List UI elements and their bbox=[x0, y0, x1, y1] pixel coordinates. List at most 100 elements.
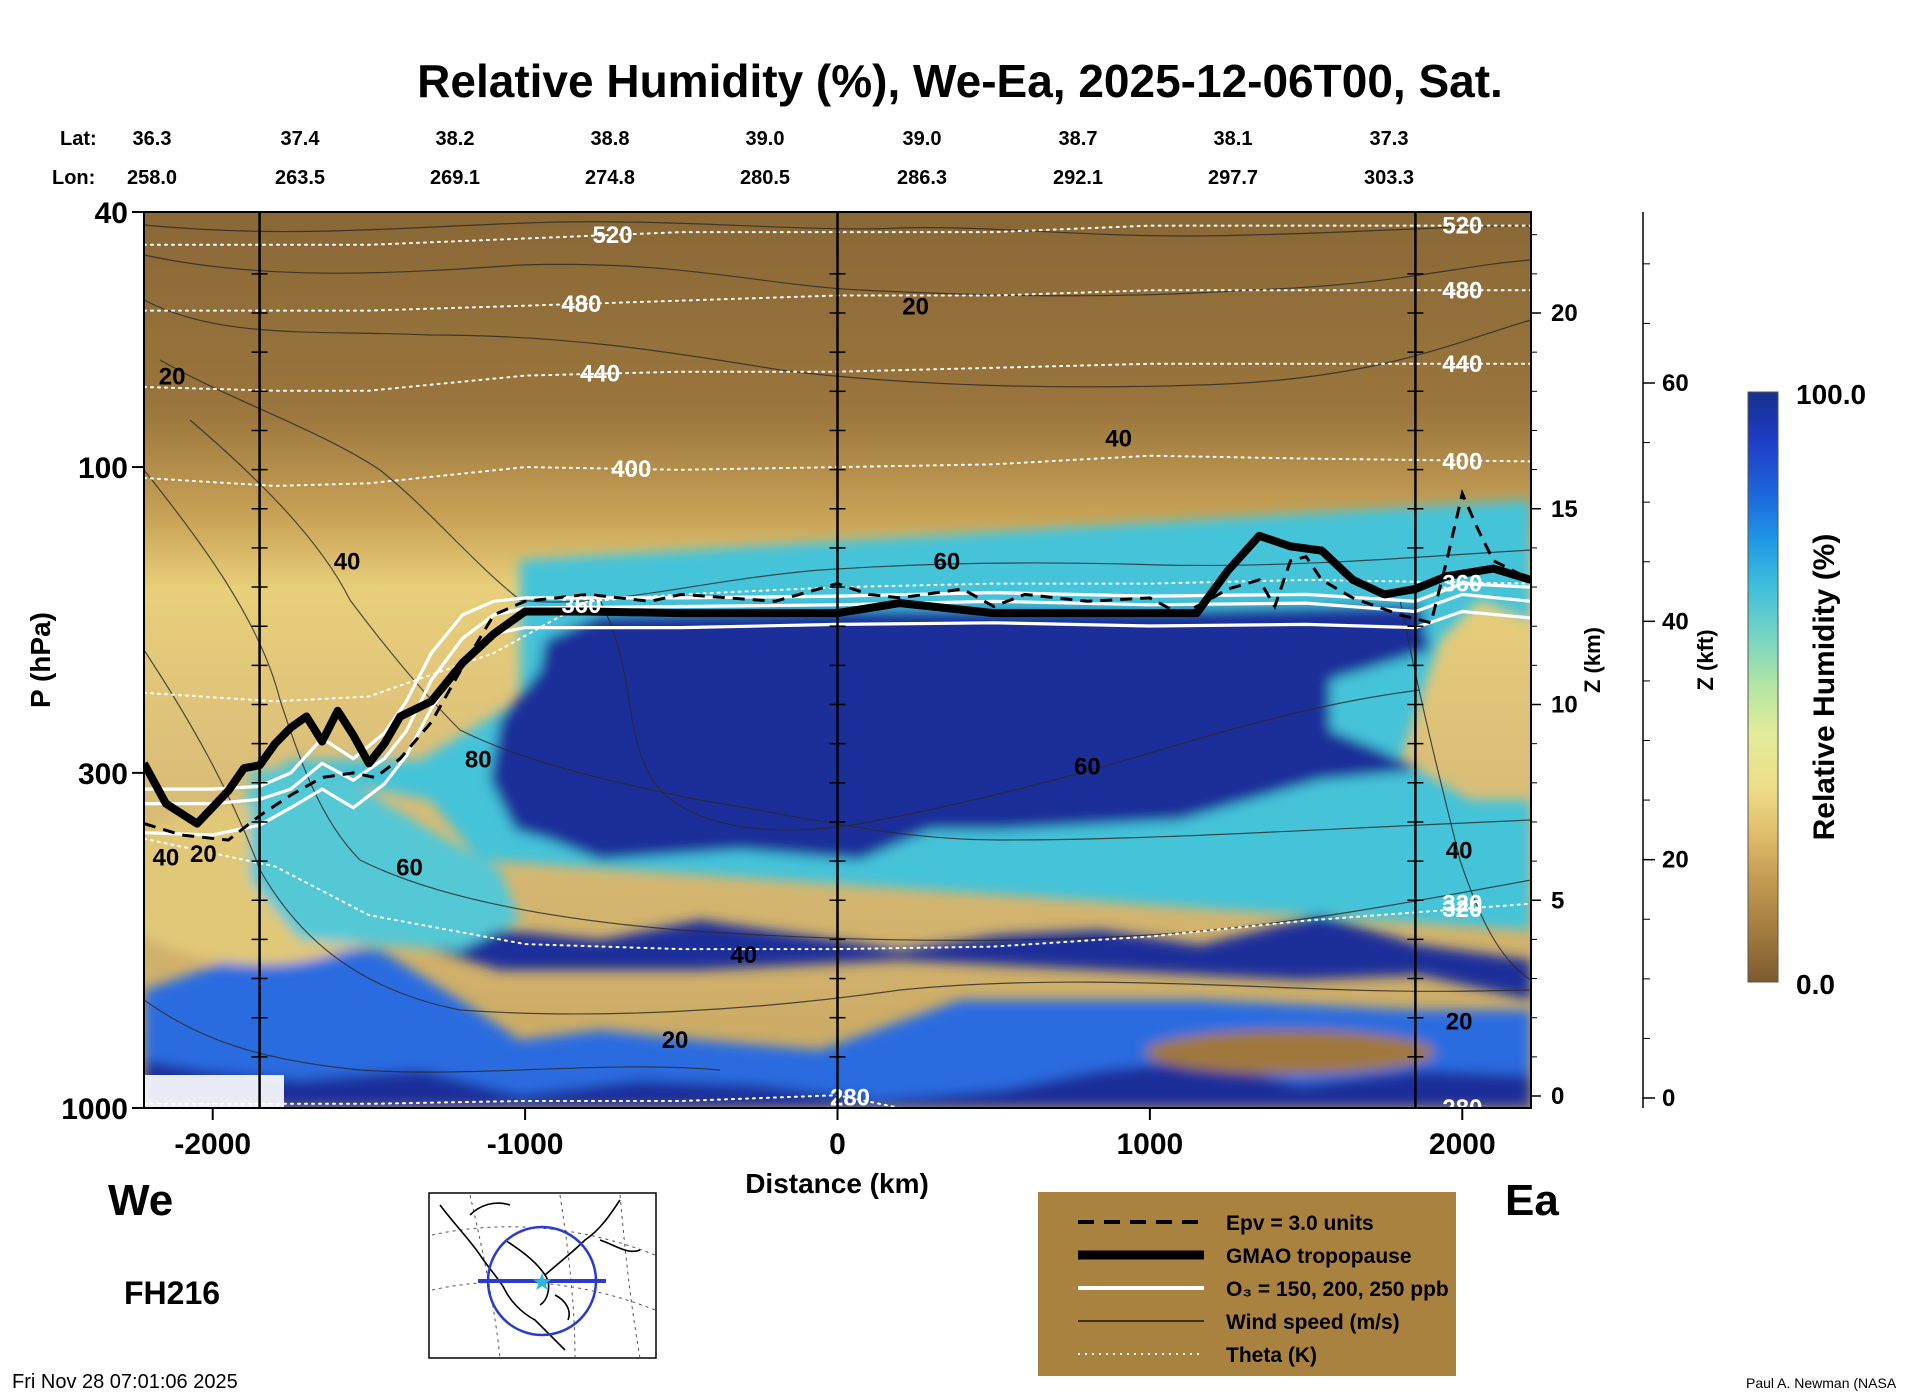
lat-value: 37.3 bbox=[1370, 128, 1409, 150]
rh-dark-lower bbox=[290, 800, 1531, 1000]
epv-contour bbox=[144, 488, 1531, 842]
theta-label-east-320: 320 bbox=[1442, 891, 1482, 918]
x-axis-title: Distance (km) bbox=[745, 1168, 929, 1199]
theta-contour-440 bbox=[144, 362, 1531, 392]
wind-speed-label-4: 60 bbox=[933, 549, 960, 576]
lat-value: 38.1 bbox=[1214, 128, 1253, 150]
y-tick-label: 100 bbox=[78, 452, 128, 485]
colorbar-swatch bbox=[1747, 391, 1779, 983]
legend-box: Epv = 3.0 units GMAO tropopause O₃ = 150, … bbox=[1038, 1192, 1456, 1376]
z-kft-tick-label: 0 bbox=[1662, 1085, 1675, 1112]
wind-speed-label-3: 40 bbox=[334, 549, 361, 576]
x-tick-label: 1000 bbox=[1117, 1128, 1184, 1161]
lat-value: 39.0 bbox=[903, 128, 942, 150]
locator-map: ★ bbox=[428, 1192, 657, 1359]
lon-value: 274.8 bbox=[585, 167, 635, 189]
lon-value: 286.3 bbox=[897, 167, 947, 189]
lon-row-label: Lon: bbox=[52, 167, 95, 189]
legend-items: Epv = 3.0 units GMAO tropopause O₃ = 150, … bbox=[1078, 1212, 1449, 1367]
z-km-tick-label: 10 bbox=[1551, 692, 1578, 719]
theta-label-east-480: 480 bbox=[1442, 277, 1482, 304]
lat-value: 39.0 bbox=[746, 128, 785, 150]
theta-label-320: 320 bbox=[1442, 896, 1482, 923]
z-km-axis-title: Z (km) bbox=[1580, 627, 1605, 693]
timestamp-label: Fri Nov 28 07:01:06 2025 bbox=[12, 1371, 238, 1393]
theta-label-440: 440 bbox=[580, 361, 620, 388]
wind-speed-label-6: 60 bbox=[1074, 753, 1101, 780]
theta-label-east-440: 440 bbox=[1442, 351, 1482, 378]
y-axis-title: P (hPa) bbox=[25, 612, 56, 708]
lon-value: 258.0 bbox=[127, 167, 177, 189]
locator-map-frame bbox=[428, 1192, 657, 1359]
x-tick-label: -1000 bbox=[487, 1128, 564, 1161]
rh-dark-bottom bbox=[144, 1060, 1531, 1108]
x-tick-label: 2000 bbox=[1429, 1128, 1496, 1161]
wind-speed-label-8: 60 bbox=[396, 855, 423, 882]
lat-row-label: Lat: bbox=[60, 128, 97, 150]
wind-speed-label-11: 40 bbox=[730, 942, 757, 969]
legend-label-dashed: Epv = 3.0 units bbox=[1226, 1212, 1374, 1235]
lat-value: 38.7 bbox=[1059, 128, 1098, 150]
theta-contour-360 bbox=[144, 578, 1531, 703]
legend-label-thick: GMAO tropopause bbox=[1226, 1245, 1412, 1268]
legend-label-thin: Wind speed (m/s) bbox=[1226, 1311, 1400, 1334]
wind-speed-label-0: 20 bbox=[902, 294, 929, 321]
z-km-tick-label: 0 bbox=[1551, 1083, 1564, 1110]
z-kft-tick-label: 20 bbox=[1662, 847, 1689, 874]
wind-speed-label-2: 40 bbox=[1105, 426, 1132, 453]
wind-speed-label-13: 20 bbox=[662, 1027, 689, 1054]
rh-cyan-west-shelf bbox=[250, 770, 520, 950]
z-kft-tick-label: 40 bbox=[1662, 608, 1689, 635]
colorbar-title: Relative Humidity (%) bbox=[1808, 534, 1841, 841]
lon-value: 292.1 bbox=[1053, 167, 1103, 189]
y-tick-label: 300 bbox=[78, 758, 128, 791]
colorbar: 100.0 0.0 Relative Humidity (%) bbox=[1747, 379, 1866, 1000]
z-km-tick-label: 20 bbox=[1551, 300, 1578, 327]
wind-speed-label-1: 20 bbox=[159, 364, 186, 391]
y-tick-label: 1000 bbox=[61, 1093, 128, 1126]
wind-speed-label-9: 20 bbox=[190, 841, 217, 868]
rh-dry-low-east bbox=[1145, 1030, 1435, 1074]
chart-title: Relative Humidity (%), We-Ea, 2025-12-06… bbox=[417, 55, 1503, 107]
west-label: We bbox=[108, 1176, 173, 1225]
lon-value: 280.5 bbox=[740, 167, 790, 189]
ozone-contour-150 bbox=[144, 581, 1531, 791]
y-tick-label: 40 bbox=[95, 197, 128, 230]
forecast-hour-label: FH216 bbox=[124, 1275, 220, 1311]
lat-value: 37.4 bbox=[281, 128, 321, 150]
colorbar-max-label: 100.0 bbox=[1796, 379, 1866, 410]
x-tick-label: 0 bbox=[829, 1128, 846, 1161]
lat-value: 38.2 bbox=[436, 128, 475, 150]
author-label: Paul A. Newman (NASA bbox=[1746, 1375, 1897, 1391]
theta-label-east-360: 360 bbox=[1442, 571, 1482, 598]
theta-label-360: 360 bbox=[561, 592, 601, 619]
east-label: Ea bbox=[1505, 1176, 1559, 1225]
lon-value: 269.1 bbox=[430, 167, 480, 189]
lon-value: 297.7 bbox=[1208, 167, 1258, 189]
z-kft-tick-label: 60 bbox=[1662, 370, 1689, 397]
wind-speed-label-5: 80 bbox=[465, 747, 492, 774]
wind-speed-label-10: 40 bbox=[153, 844, 180, 871]
map-center-star-icon: ★ bbox=[531, 1269, 553, 1296]
theta-label-east-520: 520 bbox=[1442, 213, 1482, 240]
wind-speed-label-12: 20 bbox=[1446, 1008, 1473, 1035]
rh-moist-regions bbox=[144, 500, 1531, 1108]
theta-label-520: 520 bbox=[593, 222, 633, 249]
lat-value: 36.3 bbox=[133, 128, 172, 150]
x-tick-label: -2000 bbox=[174, 1128, 251, 1161]
lon-value: 263.5 bbox=[275, 167, 325, 189]
map-gridlines bbox=[431, 1194, 656, 1359]
rh-dark-upper bbox=[490, 605, 1430, 860]
theta-label-east-400: 400 bbox=[1442, 448, 1482, 475]
map-coastline bbox=[439, 1199, 641, 1351]
rh-field bbox=[144, 212, 1531, 1108]
z-km-tick-label: 5 bbox=[1551, 887, 1564, 914]
theta-contour-400 bbox=[144, 454, 1531, 487]
theta-contour-320 bbox=[144, 837, 1531, 951]
z-km-tick-label: 15 bbox=[1551, 496, 1578, 523]
ozone-contour-200 bbox=[144, 592, 1531, 806]
theta-label-480: 480 bbox=[561, 291, 601, 318]
lon-value: 303.3 bbox=[1364, 167, 1414, 189]
